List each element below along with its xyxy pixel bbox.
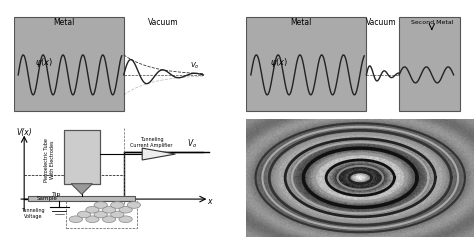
Bar [96,130,100,184]
Text: x: x [458,197,462,206]
Text: Tunneling
Current Amplifier: Tunneling Current Amplifier [130,137,173,148]
Circle shape [69,216,82,223]
Circle shape [78,211,91,218]
Text: Tunneling
Voltage: Tunneling Voltage [21,208,45,219]
Text: x: x [207,197,211,206]
Circle shape [102,206,116,213]
Bar [246,17,366,111]
Text: V(x): V(x) [16,128,32,137]
Circle shape [128,202,141,208]
Bar [64,130,100,184]
Circle shape [94,211,107,218]
Bar [78,130,82,184]
Text: Metal: Metal [53,18,75,27]
Circle shape [111,211,124,218]
Circle shape [102,216,116,223]
Bar [82,130,85,184]
Bar [64,130,100,184]
Text: $V_o$: $V_o$ [190,60,200,71]
Circle shape [119,216,132,223]
Polygon shape [142,148,175,160]
Bar [64,130,67,184]
Text: Tip: Tip [52,192,62,197]
Circle shape [86,216,99,223]
Text: $\psi(x)$: $\psi(x)$ [270,56,288,69]
Bar [67,130,71,184]
Bar [28,196,135,201]
Circle shape [111,202,124,208]
Text: $E < V_o$: $E < V_o$ [72,159,96,172]
Polygon shape [71,184,92,194]
Text: V(x): V(x) [249,128,264,137]
Bar [89,130,92,184]
Text: Second Metal: Second Metal [410,20,453,25]
Bar [71,130,74,184]
Bar [75,130,78,184]
Bar [399,17,460,111]
Circle shape [86,206,99,213]
Text: Metal: Metal [290,18,312,27]
Text: Sample: Sample [37,196,58,201]
Bar [85,130,89,184]
Circle shape [119,206,132,213]
Text: $V_o$: $V_o$ [187,138,197,150]
Circle shape [94,202,107,208]
Bar [92,130,96,184]
Text: Vacuum: Vacuum [366,18,397,27]
Text: Vacuum: Vacuum [148,18,179,27]
Text: $\psi(x)$: $\psi(x)$ [35,56,53,69]
Bar [14,17,124,111]
Text: Piezoelectric Tube
With Electrodes: Piezoelectric Tube With Electrodes [45,138,55,182]
Text: $V_o$: $V_o$ [410,138,420,150]
